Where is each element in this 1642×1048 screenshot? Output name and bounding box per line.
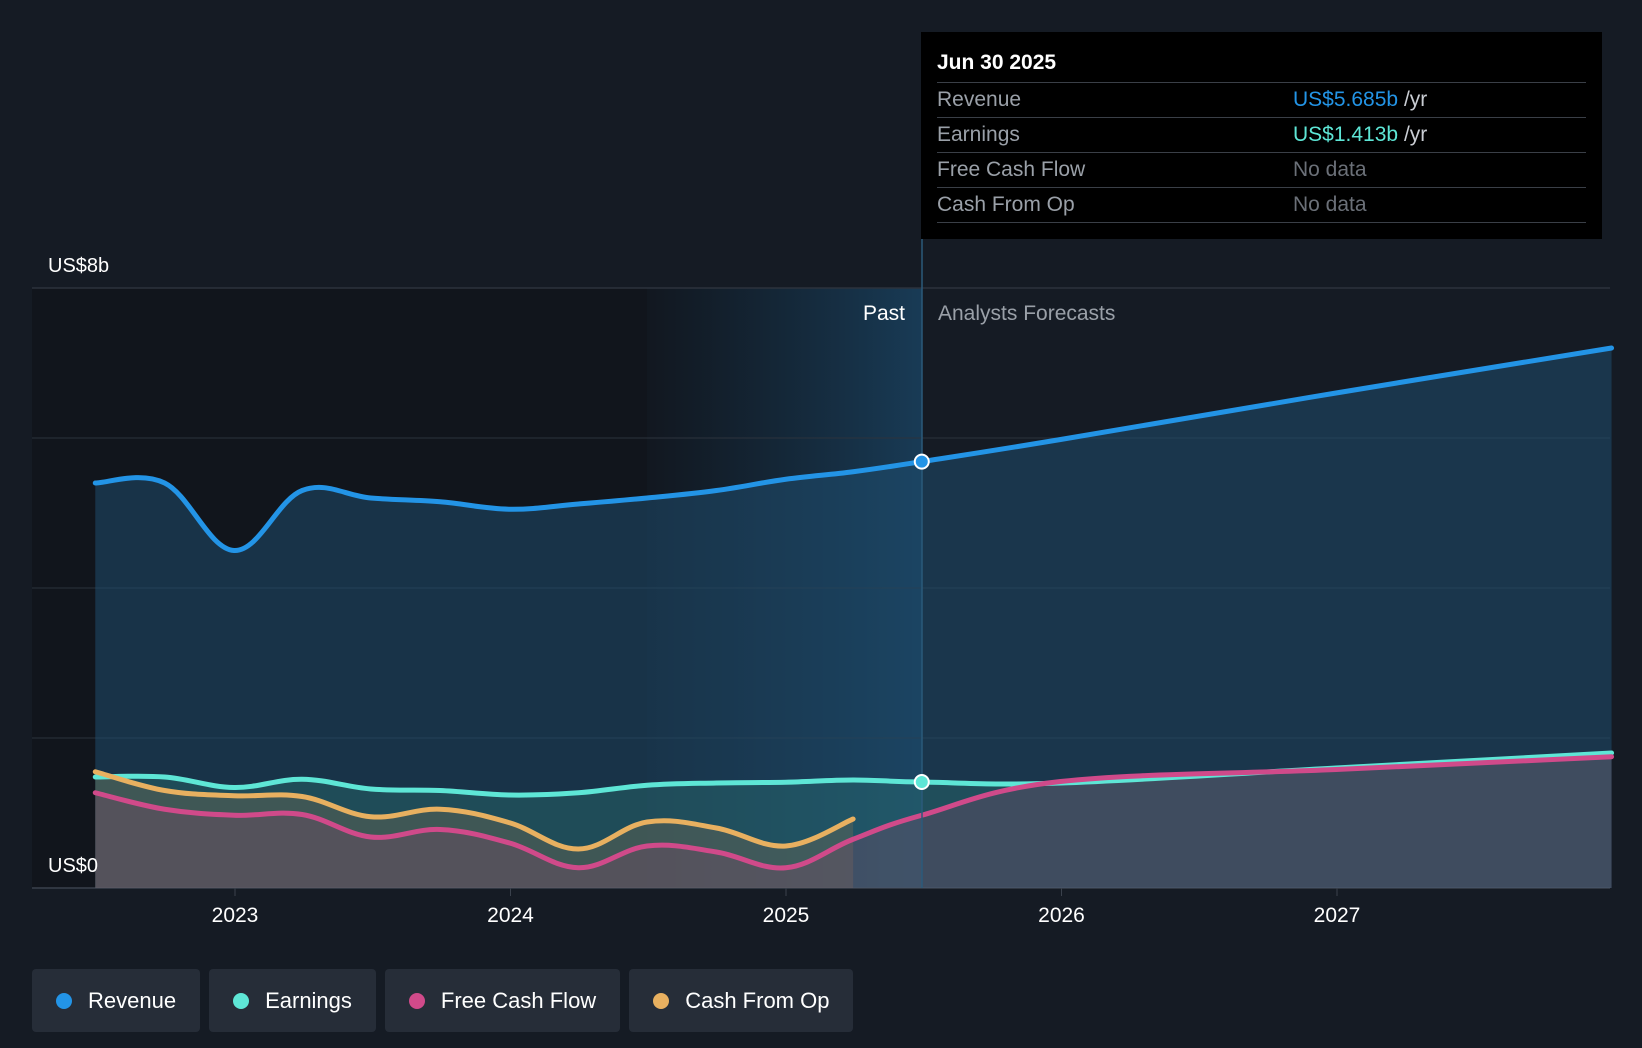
- line-free-cash-flow: [92, 754, 1615, 871]
- tooltip: Jun 30 2025 Revenue US$5.685b /yr Earnin…: [921, 32, 1602, 239]
- tooltip-value: No data: [1293, 158, 1367, 181]
- legend-item-cash-from-op[interactable]: Cash From Op: [629, 969, 854, 1032]
- forecast-label: Analysts Forecasts: [938, 302, 1115, 325]
- tooltip-value: US$1.413b /yr: [1293, 123, 1428, 146]
- area-cash-from-op: [95, 771, 854, 888]
- tooltip-label: Revenue: [937, 88, 1022, 111]
- x-tick-label: 2027: [1314, 904, 1361, 927]
- tooltip-date: Jun 30 2025: [937, 46, 1586, 83]
- line-earnings: [92, 750, 1615, 798]
- legend-label: Free Cash Flow: [440, 987, 597, 1013]
- earnings-marker: [913, 774, 930, 791]
- tooltip-label: Earnings: [937, 123, 1020, 146]
- series-lines: [92, 345, 1615, 871]
- area-free-cash-flow: [95, 756, 1612, 888]
- tooltip-row-fcf: Free Cash Flow No data: [937, 153, 1586, 188]
- tooltip-row-earnings: Earnings US$1.413b /yr: [937, 118, 1586, 153]
- legend-label: Cash From Op: [685, 987, 830, 1013]
- tooltip-row-revenue: Revenue US$5.685b /yr: [937, 83, 1586, 118]
- legend-label: Earnings: [265, 987, 352, 1013]
- legend-dot-icon: [233, 992, 250, 1009]
- y-label-top: US$8b: [48, 255, 109, 277]
- legend-dot-icon: [408, 992, 425, 1009]
- x-axis-ticks: 2023 2024 2025 2026 2027: [212, 888, 1361, 927]
- tooltip-value: US$5.685b /yr: [1293, 88, 1428, 111]
- legend-label: Revenue: [88, 987, 177, 1013]
- past-label: Past: [863, 302, 905, 325]
- tooltip-label: Free Cash Flow: [937, 158, 1086, 181]
- y-label-bottom: US$0: [48, 855, 98, 877]
- x-tick-label: 2026: [1038, 904, 1085, 927]
- legend-item-free-cash-flow[interactable]: Free Cash Flow: [384, 969, 621, 1032]
- legend: Revenue Earnings Free Cash Flow Cash Fro…: [32, 969, 854, 1032]
- x-tick-label: 2025: [763, 904, 810, 927]
- x-tick-label: 2023: [212, 904, 259, 927]
- tooltip-value: No data: [1293, 193, 1367, 216]
- legend-item-earnings[interactable]: Earnings: [209, 969, 376, 1032]
- line-revenue: [92, 345, 1615, 554]
- area-revenue: [95, 348, 1612, 888]
- tooltip-row-cfo: Cash From Op No data: [937, 188, 1586, 223]
- revenue-marker: [913, 453, 930, 470]
- legend-dot-icon: [653, 992, 670, 1009]
- legend-item-revenue[interactable]: Revenue: [32, 969, 201, 1032]
- x-tick-label: 2024: [487, 904, 534, 927]
- legend-dot-icon: [56, 992, 72, 1009]
- tooltip-label: Cash From Op: [937, 193, 1075, 216]
- line-cash-from-op: [92, 769, 856, 852]
- current-markers: [913, 453, 930, 791]
